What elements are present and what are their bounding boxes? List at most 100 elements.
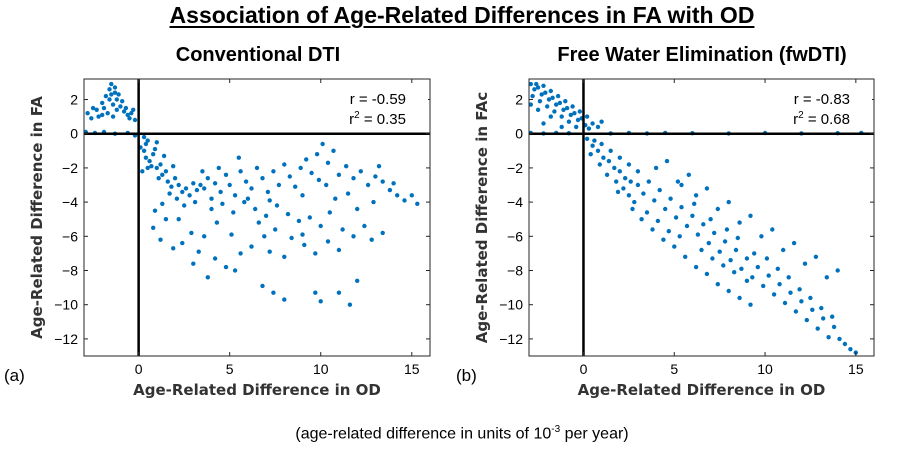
y-tick-label: −8	[507, 263, 523, 279]
data-point	[781, 247, 786, 253]
data-point	[302, 242, 307, 248]
data-point	[238, 169, 243, 174]
x-tick-label: 15	[848, 361, 864, 377]
data-point	[635, 182, 641, 188]
data-point	[804, 317, 809, 323]
data-point	[595, 148, 601, 153]
data-point	[262, 234, 267, 239]
data-point	[559, 124, 564, 130]
data-point	[575, 117, 581, 123]
data-point	[103, 93, 109, 99]
data-point	[777, 282, 782, 287]
data-point	[265, 189, 271, 195]
data-point	[584, 114, 590, 119]
data-point	[543, 90, 548, 95]
data-point	[650, 227, 655, 232]
data-point	[358, 169, 363, 174]
data-point	[684, 223, 690, 229]
r2-number: = 0.68	[804, 111, 850, 128]
data-point	[715, 206, 720, 212]
data-point	[196, 249, 201, 254]
data-point	[821, 316, 826, 321]
data-point	[121, 109, 127, 114]
data-point	[699, 247, 704, 253]
data-point	[236, 155, 241, 160]
data-point	[151, 225, 156, 230]
data-point	[548, 114, 553, 119]
data-point	[209, 206, 214, 212]
panel-a-xlabel: Age-Related Difference in OD	[133, 381, 381, 399]
y-tick-label: −12	[499, 331, 523, 347]
data-point	[351, 176, 356, 181]
data-point	[336, 247, 342, 253]
data-point	[737, 295, 742, 301]
data-point	[260, 283, 265, 289]
x-tick-label: 0	[580, 361, 588, 377]
data-point	[617, 155, 622, 160]
data-point	[313, 290, 318, 295]
data-point	[282, 162, 287, 167]
r2-exponent: 2	[798, 110, 804, 121]
r2-number: = 0.35	[360, 111, 406, 128]
footnote-exponent: -3	[551, 424, 561, 435]
panel-b-title: Free Water Elimination (fwDTI)	[557, 44, 847, 66]
data-point	[621, 186, 626, 191]
data-point	[628, 179, 633, 184]
data-point	[552, 109, 557, 114]
data-point	[761, 283, 766, 289]
data-point	[739, 266, 744, 271]
data-point	[623, 176, 628, 181]
data-point	[701, 222, 706, 227]
data-point	[253, 206, 258, 212]
data-point	[715, 282, 720, 287]
data-point	[96, 114, 101, 119]
data-point	[242, 199, 247, 205]
y-tick-label: −12	[54, 331, 78, 347]
data-point	[205, 176, 210, 181]
data-point	[183, 186, 189, 191]
y-tick-label: −6	[62, 228, 78, 244]
data-point	[655, 218, 661, 224]
data-point	[835, 268, 840, 273]
data-point	[163, 217, 169, 222]
data-point	[156, 176, 161, 181]
y-tick-label: −10	[499, 297, 523, 313]
panel-a-label: (a)	[4, 366, 25, 385]
data-point	[212, 181, 218, 186]
y-tick-label: −4	[62, 194, 78, 210]
data-point	[644, 210, 650, 215]
data-point	[710, 256, 715, 261]
data-point	[663, 206, 668, 212]
data-point	[554, 102, 559, 107]
data-point	[267, 249, 272, 254]
data-point	[169, 184, 174, 189]
data-point	[109, 92, 114, 97]
data-point	[692, 201, 697, 206]
data-point	[677, 234, 682, 239]
data-point	[630, 206, 635, 212]
data-point	[191, 261, 196, 266]
data-point	[296, 218, 302, 224]
data-point	[107, 97, 112, 102]
data-point	[114, 107, 120, 113]
data-point	[679, 205, 684, 210]
data-point	[535, 85, 541, 90]
data-point	[263, 213, 269, 218]
data-point	[532, 87, 537, 92]
data-point	[314, 152, 320, 157]
data-point	[123, 105, 129, 111]
data-point	[726, 288, 731, 294]
data-point	[320, 141, 325, 147]
y-tick-label: −2	[62, 160, 78, 176]
data-point	[112, 85, 118, 90]
data-point	[273, 227, 278, 232]
y-tick-label: −4	[507, 194, 523, 210]
data-point	[216, 165, 221, 171]
data-point	[706, 240, 711, 246]
data-point	[171, 164, 176, 169]
data-point	[541, 121, 546, 126]
data-point	[254, 165, 260, 171]
data-point	[218, 189, 223, 195]
data-point	[391, 181, 396, 186]
